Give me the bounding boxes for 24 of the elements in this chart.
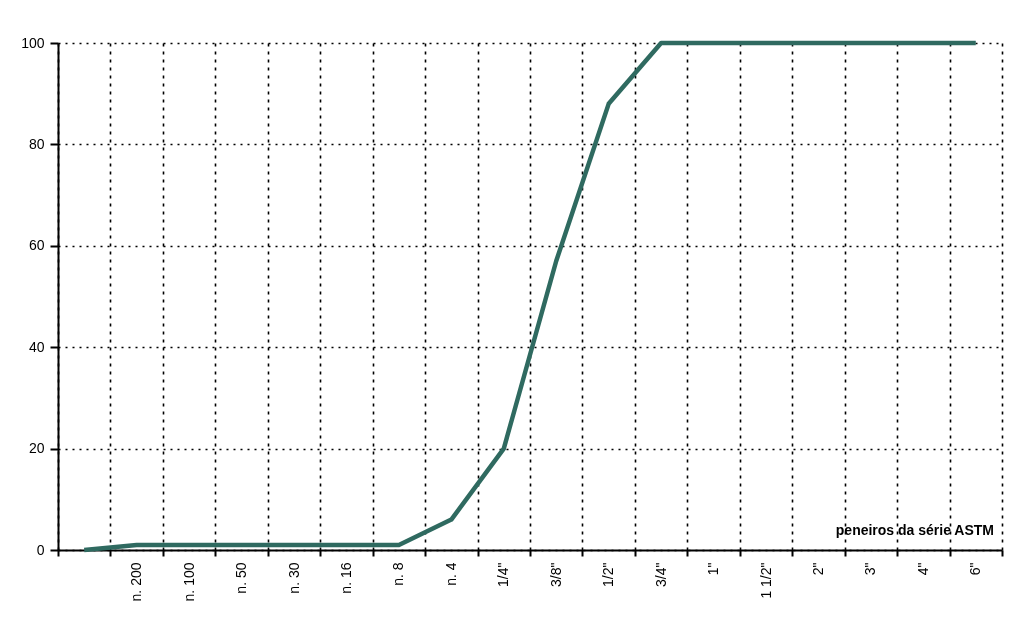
- x-tick-label: 3/4": [652, 562, 669, 587]
- x-tick-label: n. 16: [337, 562, 354, 594]
- y-tick-label: 40: [28, 338, 45, 355]
- x-tick-label: 1": [705, 562, 722, 576]
- x-tick-label: 1/4": [495, 562, 512, 587]
- x-tick-label: n. 8: [390, 562, 407, 586]
- x-tick-label: 1 1/2": [757, 562, 774, 599]
- x-tick-label: n. 200: [128, 562, 145, 602]
- x-tick-label: 1/2": [600, 562, 617, 587]
- y-tick-label: 20: [28, 440, 45, 457]
- annotation: peneiros da série ASTM: [835, 522, 994, 538]
- x-tick-label: 2": [809, 562, 826, 576]
- x-tick-label: 3": [862, 562, 879, 576]
- y-tick-label: 100: [21, 34, 45, 51]
- y-tick-label: 0: [36, 541, 45, 558]
- x-tick-label: 4": [914, 562, 931, 576]
- x-tick-label: 6": [967, 562, 984, 576]
- x-tick-label: n. 100: [180, 562, 197, 602]
- x-tick-label: 3/8": [547, 562, 564, 587]
- y-tick-label: 60: [28, 237, 45, 254]
- x-tick-label: n. 4: [442, 562, 459, 586]
- x-tick-label: n. 50: [233, 562, 250, 594]
- y-tick-label: 80: [28, 135, 45, 152]
- x-tick-label: n. 30: [285, 562, 302, 594]
